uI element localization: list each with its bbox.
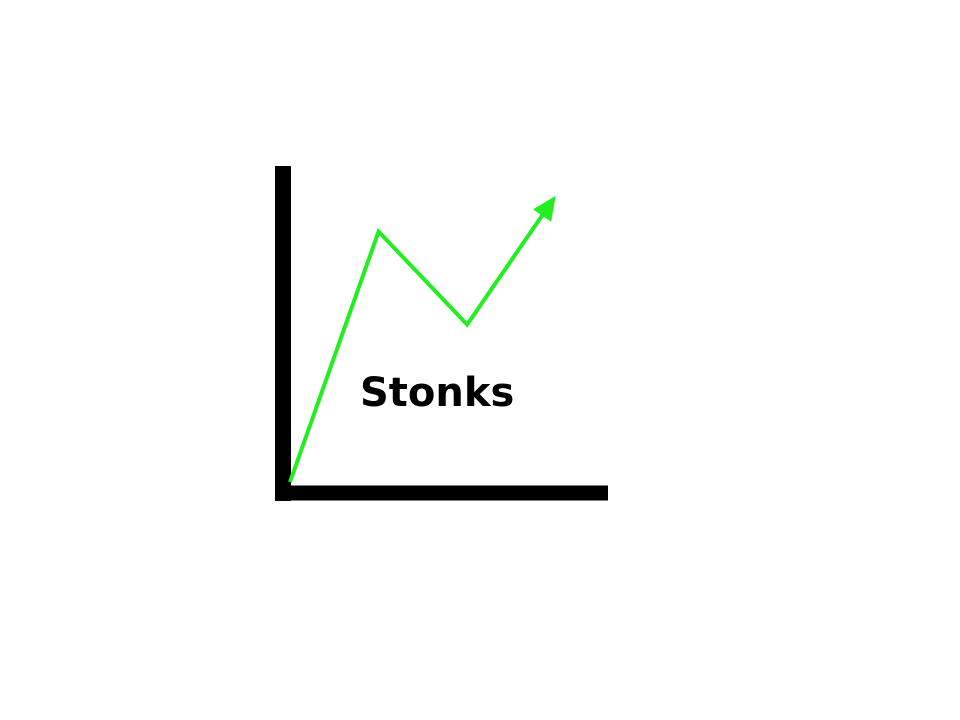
trend-arrow-head (533, 195, 556, 222)
chart-annotation: Stonks (360, 370, 514, 416)
series-line-0 (288, 212, 545, 483)
series-layer (288, 195, 556, 483)
axes (275, 166, 608, 501)
